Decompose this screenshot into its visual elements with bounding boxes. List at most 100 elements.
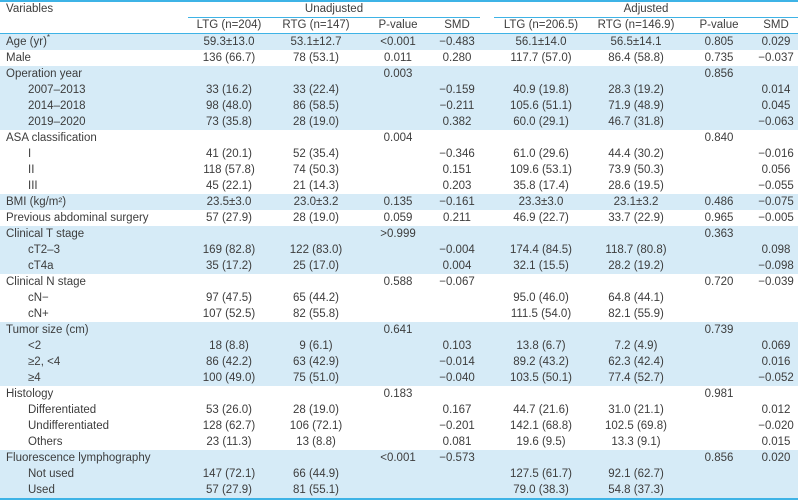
column-gap [480, 322, 494, 338]
cell-adjusted-rtg: 56.5±14.1 [610, 36, 662, 48]
cell-unadjusted-rtg: 122 (83.0) [289, 244, 343, 256]
cell-adjusted-smd: −0.052 [758, 372, 794, 384]
column-gap [480, 274, 494, 290]
cell-unadjusted-rtg: 21 (14.3) [292, 180, 340, 192]
row-label: <2 [28, 340, 42, 352]
table-row: Clinical N stage 0.588 −0.067 0.720 −0.039 [0, 274, 798, 290]
cell-unadjusted-pvalue: 0.641 [383, 324, 413, 336]
table-row: ≥2, <4 86 (42.2) 63 (42.9) −0.014 89.2 (43.2… [0, 354, 798, 370]
cell-adjusted-rtg: 92.1 (62.7) [608, 468, 664, 480]
cell-adjusted-smd [754, 322, 798, 338]
cell-adjusted-smd: 0.056 [761, 164, 791, 176]
cell-adjusted-ltg [494, 226, 588, 242]
cell-unadjusted-ltg: 97 (47.5) [205, 292, 253, 304]
column-gap [480, 402, 494, 418]
table-row: Tumor size (cm) 0.641 0.739 [0, 322, 798, 338]
cell-unadjusted-ltg: 57 (27.9) [205, 484, 253, 496]
cell-unadjusted-pvalue [362, 482, 434, 499]
cell-unadjusted-rtg: 81 (55.1) [292, 484, 340, 496]
cell-adjusted-ltg [494, 322, 588, 338]
cell-unadjusted-pvalue [362, 402, 434, 418]
cell-unadjusted-rtg [270, 274, 362, 290]
column-gap [480, 210, 494, 226]
row-label: Not used [28, 468, 75, 480]
cell-unadjusted-pvalue: 0.059 [383, 212, 413, 224]
cell-adjusted-rtg [588, 274, 684, 290]
cell-unadjusted-rtg [270, 130, 362, 146]
cell-adjusted-rtg: 62.3 (42.4) [608, 356, 664, 368]
row-label: BMI (kg/m²) [6, 196, 67, 208]
cell-adjusted-ltg: 60.0 (29.1) [513, 116, 569, 128]
cell-unadjusted-rtg [270, 322, 362, 338]
cell-unadjusted-rtg [270, 226, 362, 242]
cell-unadjusted-ltg: 136 (66.7) [202, 52, 256, 64]
cell-adjusted-ltg [494, 386, 588, 402]
cell-adjusted-smd: 0.015 [761, 436, 791, 448]
table-row: cT2–3 169 (82.8) 122 (83.0) −0.004 174.4 (84… [0, 242, 798, 258]
cell-adjusted-rtg: 77.4 (52.7) [608, 372, 664, 384]
cell-adjusted-ltg: 23.3±3.0 [518, 196, 564, 208]
cell-adjusted-ltg: 95.0 (46.0) [513, 292, 569, 304]
cell-adjusted-pvalue [684, 482, 754, 499]
cell-adjusted-ltg: 40.9 (19.8) [513, 84, 569, 96]
cell-adjusted-rtg: 33.7 (22.9) [608, 212, 664, 224]
cell-unadjusted-pvalue: <0.001 [380, 452, 416, 464]
cell-unadjusted-ltg: 53 (26.0) [205, 404, 253, 416]
column-gap [480, 258, 494, 274]
column-gap [480, 418, 494, 434]
cell-adjusted-rtg [588, 66, 684, 82]
table-row: 2007–2013 33 (16.2) 33 (22.4) −0.159 40.9 (1… [0, 82, 798, 98]
cell-unadjusted-smd [434, 66, 480, 82]
cell-unadjusted-smd: 0.004 [442, 260, 472, 272]
cell-unadjusted-smd [434, 322, 480, 338]
cell-adjusted-smd: 0.029 [761, 36, 791, 48]
cell-adjusted-pvalue [684, 354, 754, 370]
unadjusted-ltg-header: LTG (n=204) [188, 17, 270, 34]
cell-unadjusted-ltg: 107 (52.5) [202, 308, 256, 320]
cell-adjusted-rtg: 64.8 (44.1) [608, 292, 664, 304]
cell-unadjusted-smd: 0.151 [442, 164, 472, 176]
row-label: 2007–2013 [28, 84, 86, 96]
cell-adjusted-smd: −0.075 [758, 196, 794, 208]
cell-adjusted-smd [754, 466, 798, 482]
cell-adjusted-pvalue [684, 434, 754, 450]
column-gap [480, 178, 494, 194]
cell-adjusted-smd [754, 386, 798, 402]
table-row: I 41 (20.1) 52 (35.4) −0.346 61.0 (29.6) 44.4… [0, 146, 798, 162]
table-row: Male 136 (66.7) 78 (53.1) 0.011 0.280 117.7 (… [0, 50, 798, 66]
cell-adjusted-rtg: 7.2 (4.9) [614, 340, 658, 352]
column-gap [480, 146, 494, 162]
cell-unadjusted-smd: 0.382 [442, 116, 472, 128]
cell-unadjusted-smd: 0.081 [442, 436, 472, 448]
cell-unadjusted-ltg [188, 226, 270, 242]
cell-adjusted-ltg: 103.5 (50.1) [509, 372, 572, 384]
cell-adjusted-pvalue [684, 178, 754, 194]
cell-unadjusted-ltg: 118 (57.8) [203, 164, 255, 176]
column-gap [480, 450, 494, 466]
adjusted-group-header: Adjusted [494, 1, 798, 18]
cell-adjusted-rtg: 54.8 (37.3) [608, 484, 664, 496]
cell-unadjusted-rtg: 23.0±3.2 [293, 196, 339, 208]
cell-adjusted-pvalue [684, 418, 754, 434]
row-label: Clinical T stage [6, 228, 85, 240]
cell-adjusted-ltg [494, 66, 588, 82]
cell-unadjusted-ltg: 73 (35.8) [205, 116, 253, 128]
cell-adjusted-pvalue [684, 242, 754, 258]
table-row: <2 18 (8.8) 9 (6.1) 0.103 13.8 (6.7) 7.2 (4.9… [0, 338, 798, 354]
column-gap [480, 386, 494, 402]
cell-adjusted-rtg: 28.3 (19.2) [608, 84, 664, 96]
cell-adjusted-smd: 0.016 [761, 356, 791, 368]
table-row: Fluorescence lymphography <0.001 −0.573 0.8… [0, 450, 798, 466]
cell-adjusted-smd: −0.005 [758, 212, 794, 224]
cell-adjusted-ltg [494, 274, 588, 290]
cell-unadjusted-pvalue [362, 418, 434, 434]
cell-unadjusted-rtg: 28 (19.0) [292, 212, 340, 224]
cell-unadjusted-pvalue: 0.011 [384, 52, 412, 64]
cell-adjusted-rtg [588, 130, 684, 146]
cell-adjusted-pvalue [684, 290, 754, 306]
cell-adjusted-pvalue: 0.965 [704, 212, 734, 224]
table-row: Differentiated 53 (26.0) 28 (19.0) 0.167 44.… [0, 402, 798, 418]
table-row: Histology 0.183 0.981 [0, 386, 798, 402]
cell-unadjusted-pvalue [362, 338, 434, 354]
column-gap [480, 466, 494, 482]
